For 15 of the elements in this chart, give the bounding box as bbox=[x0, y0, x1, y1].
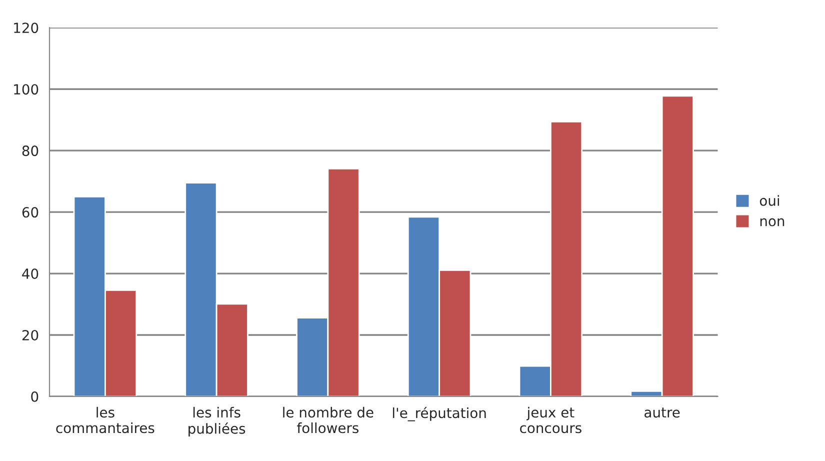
legend-label: non bbox=[760, 218, 784, 226]
y-tick-label: 20 bbox=[22, 330, 38, 340]
x-tick-label: jeux et concours bbox=[520, 406, 582, 434]
legend-label: oui bbox=[760, 195, 780, 206]
x-tick-label: les commantaires bbox=[56, 406, 154, 434]
y-tick-label: 100 bbox=[14, 84, 38, 95]
x-tick-label: autre bbox=[644, 408, 680, 418]
x-tick-label: l'e_réputation bbox=[392, 406, 486, 422]
x-tick-label: les infs publiées bbox=[188, 406, 246, 437]
y-tick-label: 80 bbox=[22, 146, 38, 156]
y-tick-label: 60 bbox=[22, 207, 38, 218]
x-tick-label: le nombre de followers bbox=[283, 406, 374, 434]
y-tick-label: 40 bbox=[22, 268, 38, 279]
y-tick-label: 120 bbox=[14, 22, 38, 34]
y-tick-label: 0 bbox=[31, 391, 38, 402]
